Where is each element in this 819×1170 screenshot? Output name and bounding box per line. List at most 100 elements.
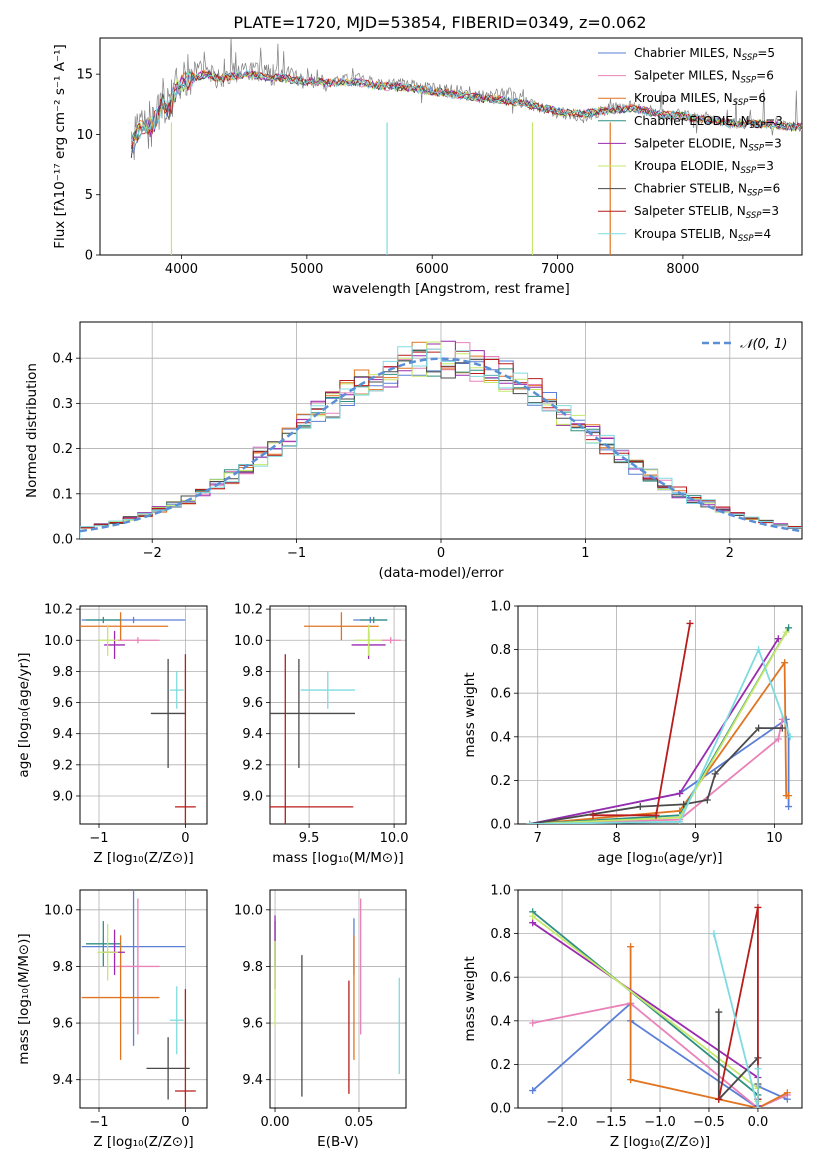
- spectrum-ytick-label: 15: [76, 68, 93, 83]
- weight-vs-Z-lines: [529, 903, 791, 1108]
- weight-vs-Z-xtick-label: −2.0: [546, 1115, 578, 1130]
- weight-vs-age-xlabel: age [log₁₀(age/yr)]: [597, 850, 722, 866]
- weight-vs-Z-ytick-label: 0.2: [490, 1058, 511, 1073]
- weight-vs-Z-series-line: [532, 1001, 788, 1108]
- mass-vs-Z-errorbar: [146, 1037, 190, 1100]
- spectrum-xtick-label: 5000: [290, 262, 323, 277]
- weight-vs-age-marker: [755, 724, 763, 732]
- weight-vs-Z-marker: [627, 943, 635, 951]
- weight-vs-age-ytick-label: 0.8: [490, 643, 511, 658]
- legend-entry: Salpeter STELIB, NSSP=3: [634, 204, 779, 221]
- weight-vs-age-marker: [755, 646, 763, 654]
- weight-vs-Z-ytick-label: 1.0: [490, 884, 511, 899]
- age-vs-mass-axes: 9.5 10.0 9.0 9.2 9.4 9.6 9.8 10.0 10.2 mass [log₁…: [234, 603, 409, 866]
- residuals-ytick-label: 0.4: [52, 352, 73, 367]
- weight-vs-Z-xlabel: Z [log₁₀(Z/Z⊙)]: [610, 1134, 710, 1150]
- age-vs-Z-ytick-label: 10.2: [44, 603, 73, 618]
- weight-vs-Z-marker: [715, 1008, 723, 1016]
- age-vs-Z-errorbar: [175, 654, 196, 824]
- age-vs-mass-ytick-label: 9.2: [242, 758, 263, 773]
- mass-vs-Z-ylabel: mass [log₁₀(M/M⊙)]: [16, 933, 32, 1064]
- weight-vs-Z-marker: [529, 919, 537, 927]
- figure-title: PLATE=1720, MJD=53854, FIBERID=0349, z=0…: [233, 13, 646, 32]
- age-vs-Z-errorbar: [97, 624, 119, 656]
- age-vs-mass-ytick-label: 9.4: [242, 727, 263, 742]
- weight-vs-Z-ytick-label: 0.6: [490, 971, 511, 986]
- spectrum-axes: 4000 5000 6000 7000 8000 0 5 10 15 wavelength [An…: [52, 37, 803, 297]
- age-vs-mass-errorbar: [355, 624, 383, 656]
- weight-vs-Z-marker: [754, 1065, 762, 1073]
- residuals-ylabel: Normed distribution: [24, 363, 40, 498]
- age-vs-mass-xtick-label: 9.5: [299, 831, 320, 846]
- weight-vs-Z-ytick-label: 0.0: [490, 1102, 511, 1117]
- weight-vs-age-marker: [686, 619, 694, 627]
- weight-vs-Z-ytick-label: 0.8: [490, 927, 511, 942]
- weight-vs-Z-frame: [517, 889, 803, 1109]
- age-vs-mass-xtick-label: 10.0: [380, 831, 409, 846]
- age-vs-Z-ylabel: age [log₁₀(age/yr)]: [16, 652, 32, 777]
- age-vs-Z-xtick-label: 0: [181, 831, 189, 846]
- residuals-frame: [79, 321, 803, 540]
- age-vs-mass-errorbar: [270, 654, 354, 824]
- legend-entry: Chabrier ELODIE, NSSP=3: [634, 114, 783, 131]
- weight-vs-Z-marker: [529, 912, 537, 920]
- legend-entry: Kroupa STELIB, NSSP=4: [634, 227, 771, 244]
- age-vs-Z-ytick-label: 9.0: [52, 789, 73, 804]
- weight-vs-age-marker: [636, 803, 644, 811]
- weight-vs-age-marker: [526, 820, 534, 824]
- weight-vs-age-marker: [652, 811, 660, 819]
- weight-vs-age-marker: [785, 624, 793, 632]
- spectrum-xlabel: wavelength [Angstrom, rest frame]: [332, 281, 570, 297]
- mass-vs-ebv-frame: [269, 889, 407, 1109]
- age-vs-mass-ytick-label: 9.0: [242, 789, 263, 804]
- legend-entry: Salpeter ELODIE, NSSP=3: [634, 136, 782, 153]
- residuals-ytick-label: 0.1: [52, 487, 73, 502]
- residuals-xtick-label: 0: [437, 546, 445, 561]
- residuals-xtick-label: 1: [581, 546, 589, 561]
- weight-vs-age-xtick-label: 9: [691, 831, 699, 846]
- residuals-ytick-label: 0.0: [52, 533, 73, 548]
- weight-vs-Z-axes: −2.0 −1.5 −1.0 −0.5 0.0 0.0 0.2 0.4 0.6 0.8 1.0 Z […: [462, 884, 803, 1150]
- weight-vs-age-marker: [781, 659, 789, 667]
- age-vs-Z-ytick-label: 10.0: [44, 634, 73, 649]
- legend-entry: Kroupa MILES, NSSP=6: [634, 91, 766, 108]
- mass-vs-Z-errorbar: [116, 898, 160, 1035]
- mass-vs-ebv-axes: 0.00 0.05 9.4 9.6 9.8 10.0 E(B-V): [234, 889, 407, 1150]
- weight-vs-Z-marker: [529, 1087, 537, 1095]
- age-vs-mass-ytick-label: 10.0: [234, 634, 263, 649]
- mass-vs-Z-errorbar: [97, 923, 119, 981]
- spectrum-xtick-label: 4000: [165, 262, 198, 277]
- mass-vs-Z-ytick-label: 9.6: [52, 1017, 73, 1032]
- weight-vs-age-ylabel: mass weight: [462, 672, 478, 757]
- normal-reference-curve: [80, 357, 802, 533]
- mass-vs-ebv-xtick-label: 0.05: [345, 1115, 374, 1130]
- age-vs-Z-errorbar: [86, 616, 121, 624]
- mass-vs-Z-ytick-label: 9.8: [52, 960, 73, 975]
- mass-vs-Z-errorbar: [175, 989, 196, 1108]
- spectrum-xtick-label: 7000: [541, 262, 574, 277]
- mass-vs-Z-xtick-label: 0: [181, 1115, 189, 1130]
- age-vs-mass-errorbar: [360, 616, 388, 624]
- weight-vs-Z-xtick-label: −1.5: [595, 1115, 627, 1130]
- weight-vs-Z-marker: [715, 1095, 723, 1103]
- weight-vs-age-xtick-label: 7: [534, 831, 542, 846]
- weight-vs-age-marker: [589, 811, 597, 819]
- spectrum-ytick-label: 5: [85, 188, 93, 203]
- mass-vs-ebv-ytick-label: 9.4: [242, 1073, 263, 1088]
- age-vs-Z-errorbar: [150, 658, 186, 768]
- age-vs-mass-ytick-label: 9.8: [242, 665, 263, 680]
- spectrum-lines: [130, 38, 802, 255]
- weight-vs-age-series-line: [529, 719, 784, 824]
- weight-vs-age-marker: [703, 796, 711, 804]
- weight-vs-Z-series-line: [532, 1002, 788, 1108]
- weight-vs-age-marker: [711, 770, 719, 778]
- mass-vs-ebv-ytick-label: 10.0: [234, 903, 263, 918]
- weight-vs-age-marker: [676, 789, 684, 797]
- mass-vs-Z-xtick-label: −1: [89, 1115, 108, 1130]
- weight-vs-age-marker: [778, 724, 786, 732]
- age-vs-mass-points: [270, 612, 401, 824]
- spectrum-frame: [99, 37, 803, 256]
- weight-vs-age-xtick-label: 10: [766, 831, 783, 846]
